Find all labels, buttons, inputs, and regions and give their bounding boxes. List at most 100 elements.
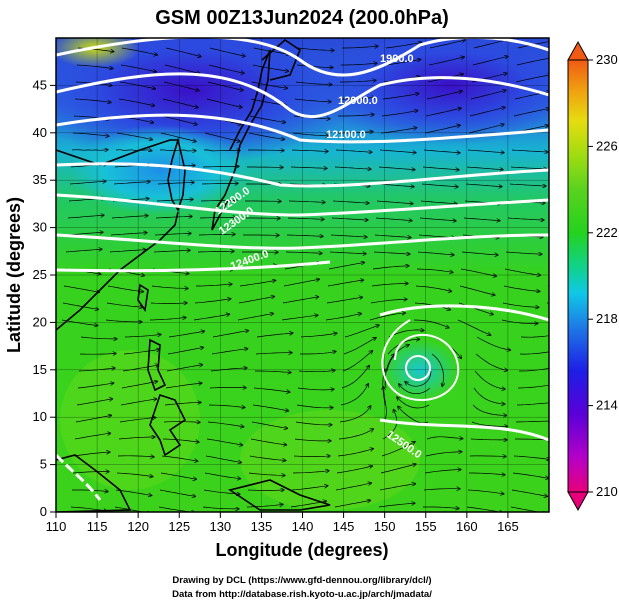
streamline (249, 115, 285, 122)
x-tick-label: 165 (497, 519, 519, 534)
y-tick-label: 5 (40, 457, 47, 472)
streamline (501, 319, 538, 323)
streamline (203, 150, 240, 151)
coastline-hokkaido (261, 38, 301, 81)
streamline (378, 503, 415, 508)
coastline-china-east (56, 211, 179, 331)
streamline (110, 233, 147, 236)
contour-south (56, 453, 102, 501)
streamline (212, 331, 248, 338)
streamline (340, 384, 368, 406)
colorbar-tick-label: 230 (596, 52, 618, 67)
streamline (328, 263, 364, 270)
coastline-borneo (56, 454, 132, 512)
streamline (294, 438, 331, 441)
streamline (461, 251, 498, 255)
streamline (205, 455, 241, 463)
streamline (384, 59, 421, 66)
streamline (118, 437, 155, 440)
y-tick-label: 20 (33, 314, 47, 329)
streamline (202, 506, 239, 509)
colorbar-tick-label: 210 (596, 484, 618, 499)
streamline (463, 217, 500, 221)
streamline (381, 442, 415, 457)
x-tick-label: 160 (456, 519, 478, 534)
streamline (164, 64, 200, 74)
streamline (379, 484, 415, 491)
streamline (469, 473, 505, 475)
streamline (255, 371, 291, 373)
streamline (425, 108, 461, 117)
streamline (161, 115, 197, 125)
streamline (253, 387, 290, 392)
streamline (519, 351, 549, 355)
streamline (332, 200, 369, 203)
streamline (249, 455, 286, 461)
streamline (344, 325, 379, 338)
contour-12200 (56, 162, 549, 188)
streamline (388, 330, 424, 338)
streamline (502, 302, 539, 307)
streamline (78, 368, 115, 372)
streamline (512, 472, 549, 478)
streamline (370, 299, 407, 304)
contour-12500-a (56, 260, 331, 273)
streamline (124, 334, 161, 338)
streamline (159, 150, 196, 151)
streamline (203, 489, 240, 494)
colorbar: 230 226 222 218 214 210 (567, 40, 618, 512)
streamline (119, 418, 156, 423)
streamline (150, 303, 187, 304)
streamline (415, 285, 452, 291)
streamline (513, 455, 549, 460)
streamline (334, 166, 371, 169)
streamline (109, 250, 146, 253)
streamline (425, 452, 462, 457)
streamline (429, 40, 465, 49)
streamline (426, 91, 462, 100)
y-tick-label: 0 (40, 504, 47, 519)
streamline (194, 299, 231, 304)
coastline-philippines-luzon (147, 338, 167, 392)
streamline (374, 234, 411, 238)
colorbar-tick-label: 218 (596, 311, 618, 326)
streamline (338, 429, 373, 440)
streamline (197, 251, 234, 252)
streamline (475, 353, 508, 370)
streamline (334, 500, 370, 508)
streamline (208, 64, 244, 73)
x-tick-label: 145 (333, 519, 355, 534)
streamline (295, 421, 332, 425)
streamline (157, 182, 194, 184)
x-tick-label: 135 (251, 519, 273, 534)
streamline (285, 252, 322, 253)
streamline (63, 285, 99, 292)
streamline (113, 182, 150, 185)
coastlines (56, 38, 331, 512)
streamline (335, 149, 372, 152)
streamline (330, 234, 367, 237)
credit-data: Data from http://database.rish.kyoto-u.a… (172, 589, 432, 600)
streamline (208, 404, 245, 408)
y-tick-label: 10 (33, 409, 47, 424)
streamline (115, 489, 152, 496)
streamline (469, 107, 505, 117)
map-title: GSM 00Z13Jun2024 (200.0hPa) (155, 7, 448, 29)
x-axis-title: Longitude (degrees) (215, 540, 388, 560)
streamline (292, 471, 329, 474)
streamline (424, 125, 460, 134)
colorbar-top-arrow (567, 40, 589, 61)
streamline (123, 349, 160, 355)
streamline (72, 132, 109, 136)
streamline (335, 483, 371, 491)
streamline (336, 466, 372, 474)
streamline (119, 81, 155, 89)
streamline (154, 233, 191, 235)
streamline (378, 166, 415, 170)
streamline (424, 470, 461, 474)
streamline (162, 438, 199, 442)
streamline (380, 464, 416, 474)
streamline (296, 404, 333, 408)
colorbar-tick-label: 222 (596, 225, 618, 240)
streamline (327, 280, 364, 287)
